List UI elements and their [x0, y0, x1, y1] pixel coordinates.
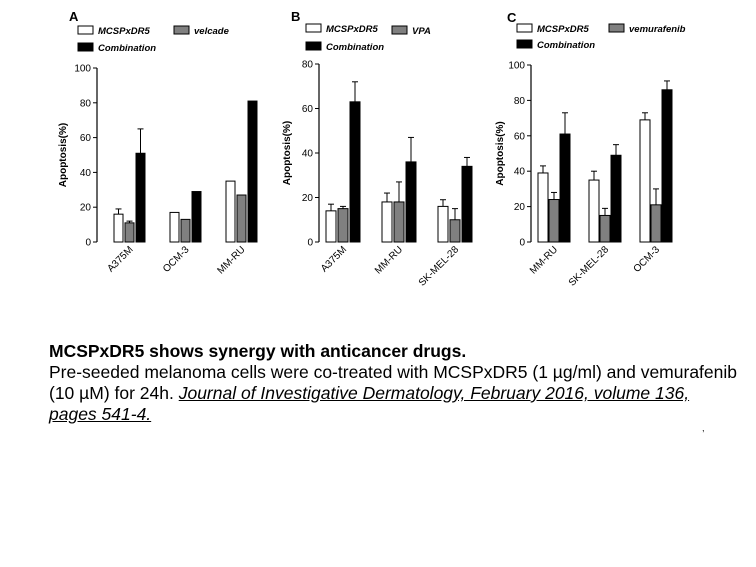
legend-swatch — [77, 42, 94, 52]
bar — [349, 101, 361, 243]
y-tick-label: 0 — [85, 238, 91, 249]
y-tick-label: 80 — [302, 60, 314, 71]
y-tick-label: 60 — [80, 133, 92, 144]
y-tick-label: 40 — [514, 167, 526, 178]
bar — [548, 199, 560, 243]
y-tick-label: 0 — [519, 238, 525, 249]
bar — [381, 201, 393, 243]
panel-letter: B — [291, 9, 300, 24]
bar — [124, 222, 135, 243]
legend-swatch — [305, 23, 322, 33]
bar — [405, 161, 417, 243]
x-tick-label: OCM-3 — [632, 244, 663, 275]
bar — [135, 152, 146, 243]
chart-panel-c: C MCSPxDR5 vemurafenib Combination 0 20 40 60 80… — [495, 10, 686, 289]
bar — [461, 165, 473, 243]
y-tick-label: 0 — [307, 238, 313, 249]
legend-label: velcade — [194, 26, 230, 37]
y-tick-label: 20 — [514, 202, 526, 213]
x-tick-label: MM-RU — [373, 244, 405, 276]
y-tick-label: 20 — [302, 193, 314, 204]
bar — [588, 179, 600, 243]
legend-swatch — [608, 23, 625, 33]
stray-mark: , — [702, 423, 705, 433]
legend-swatch — [305, 41, 322, 51]
caption-title: MCSPxDR5 shows synergy with anticancer d… — [49, 341, 467, 361]
caption-reference: Journal of Investigative Dermatology, Fe… — [49, 383, 690, 424]
y-tick-label: 100 — [508, 61, 525, 72]
bar — [325, 210, 337, 243]
legend-label: Combination — [326, 42, 384, 53]
legend-label: Combination — [98, 43, 156, 54]
legend-swatch — [77, 25, 94, 35]
y-tick-label: 100 — [74, 64, 91, 75]
legend-swatch — [516, 39, 533, 49]
bar — [113, 213, 124, 243]
legend-label: VPA — [412, 26, 431, 37]
panel-letter: C — [507, 10, 517, 25]
legend-swatch — [516, 23, 533, 33]
x-tick-label: SK-MEL-28 — [417, 244, 462, 289]
caption-body-text: Pre-seeded melanoma cells were co-treate… — [49, 362, 738, 403]
legend-swatch — [173, 25, 190, 35]
x-tick-label: A375M — [105, 244, 135, 274]
bar — [247, 100, 258, 243]
bar — [610, 154, 622, 243]
bar — [393, 201, 405, 243]
y-tick-label: 40 — [302, 149, 314, 160]
legend-label: Combination — [537, 40, 595, 51]
y-tick-label: 20 — [80, 203, 92, 214]
x-tick-label: A375M — [319, 244, 349, 274]
bar — [169, 211, 180, 243]
x-tick-label: SK-MEL-28 — [567, 244, 612, 289]
y-tick-label: 60 — [514, 131, 526, 142]
bar — [337, 208, 349, 243]
bar — [180, 218, 191, 243]
x-tick-label: OCM-3 — [161, 244, 192, 275]
bar — [225, 180, 236, 243]
bar — [236, 194, 247, 243]
x-tick-label: MM-RU — [528, 244, 560, 276]
chart-panel-a: A MCSPxDR5 velcade Combination 0 20 40 60 80 100 A… — [58, 9, 258, 276]
bar — [661, 89, 673, 243]
caption-body: Pre-seeded melanoma cells were co-treate… — [49, 362, 739, 425]
y-axis-label: Apoptosis(%) — [58, 123, 69, 187]
y-tick-label: 60 — [302, 104, 314, 115]
y-axis-label: Apoptosis(%) — [495, 121, 506, 185]
figure-charts: A MCSPxDR5 velcade Combination 0 20 40 60 80 100 A… — [58, 9, 686, 289]
chart-panel-b: B MCSPxDR5 VPA Combination 0 20 40 60 80 Apoptosi… — [282, 9, 473, 289]
bar — [650, 204, 662, 243]
legend-swatch — [391, 25, 408, 35]
bar — [437, 205, 449, 243]
bar — [599, 214, 611, 243]
y-axis-label: Apoptosis(%) — [282, 121, 293, 185]
bar — [559, 133, 571, 243]
bar — [639, 119, 651, 243]
panel-letter: A — [69, 9, 79, 24]
x-tick-label: MM-RU — [215, 244, 247, 276]
legend-label: MCSPxDR5 — [326, 24, 378, 35]
bar — [449, 219, 461, 243]
legend-label: vemurafenib — [629, 24, 686, 35]
y-tick-label: 40 — [80, 168, 92, 179]
bar — [537, 172, 549, 243]
bar — [191, 191, 202, 243]
legend-label: MCSPxDR5 — [98, 26, 150, 37]
figure-caption: MCSPxDR5 shows synergy with anticancer d… — [49, 341, 739, 425]
y-tick-label: 80 — [514, 96, 526, 107]
legend-label: MCSPxDR5 — [537, 24, 589, 35]
y-tick-label: 80 — [80, 98, 92, 109]
